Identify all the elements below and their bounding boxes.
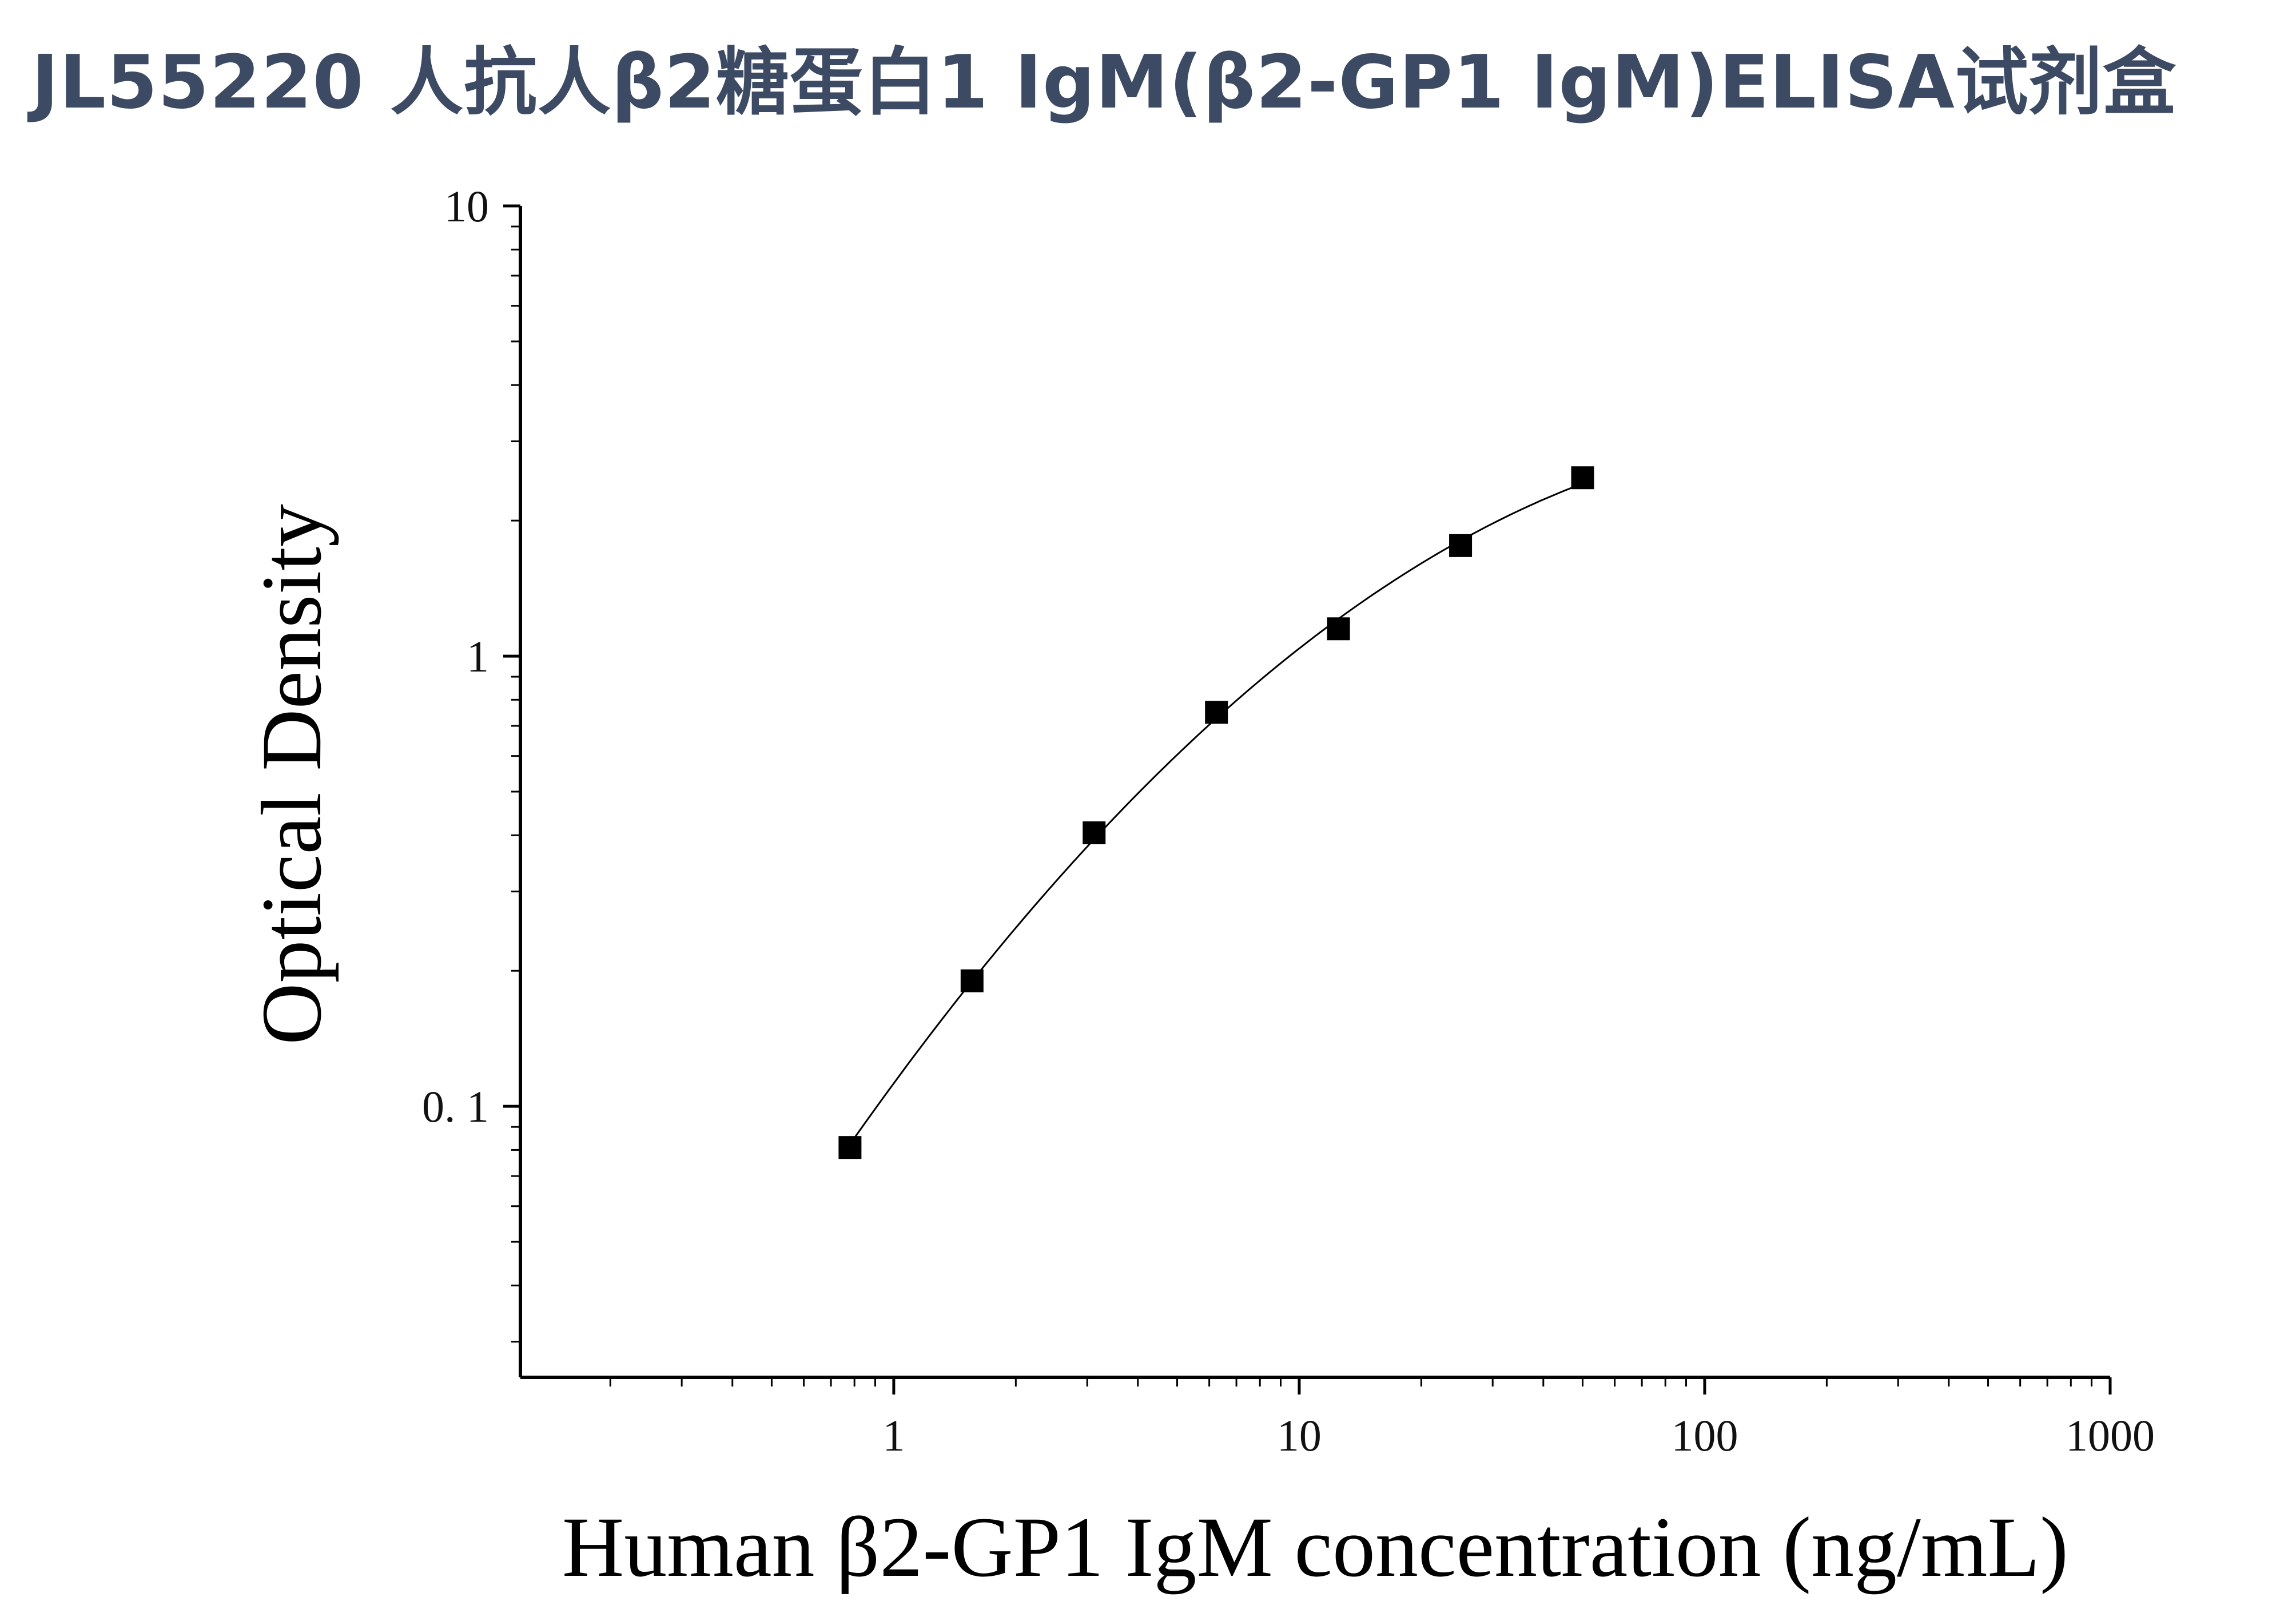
y-axis-title: Optical Density bbox=[244, 504, 339, 1045]
data-point bbox=[838, 1136, 862, 1159]
data-points bbox=[838, 466, 1594, 1159]
y-tick-label: 10 bbox=[444, 181, 489, 231]
y-tick-label: 1 bbox=[467, 631, 489, 681]
fit-curve bbox=[853, 482, 1583, 1140]
x-tick-label: 1 bbox=[882, 1411, 905, 1460]
data-point bbox=[960, 969, 984, 992]
fit-curve-group bbox=[853, 482, 1583, 1140]
data-point bbox=[1327, 617, 1350, 641]
x-tick-label: 10 bbox=[1277, 1411, 1322, 1460]
x-tick-label: 100 bbox=[1671, 1411, 1738, 1460]
data-point bbox=[1571, 466, 1594, 490]
x-axis-ticks: 1 10 100 1000 bbox=[609, 1377, 2155, 1460]
x-tick-label: 1000 bbox=[2066, 1411, 2155, 1460]
y-tick-label: 0. 1 bbox=[422, 1082, 489, 1131]
axes bbox=[519, 206, 2110, 1379]
page-title: JL55220 人抗人β2糖蛋白1 IgM(β2-GP1 IgM)ELISA试剂… bbox=[31, 40, 2176, 125]
y-axis-ticks: 0. 1 1 10 bbox=[422, 181, 520, 1343]
data-point bbox=[1083, 821, 1106, 845]
data-point bbox=[1205, 701, 1228, 724]
data-point bbox=[1449, 534, 1473, 557]
x-axis-title: Human β2-GP1 IgM concentration (ng/mL) bbox=[562, 1500, 2068, 1595]
